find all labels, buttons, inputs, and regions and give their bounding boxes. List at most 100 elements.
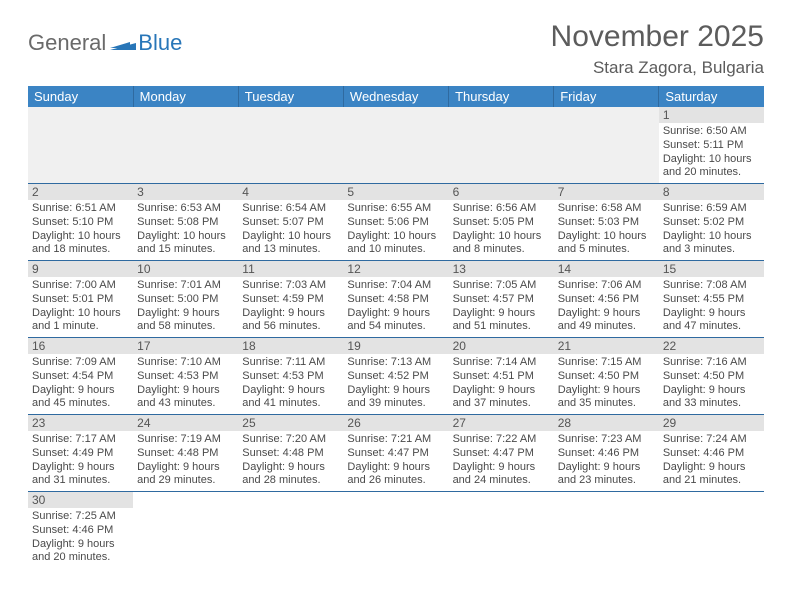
calendar-cell: 2Sunrise: 6:51 AMSunset: 5:10 PMDaylight…: [28, 184, 133, 261]
day-number: 24: [133, 415, 238, 431]
day-body: Sunrise: 7:13 AMSunset: 4:52 PMDaylight:…: [343, 354, 448, 414]
calendar-cell: [133, 107, 238, 184]
header: General Blue November 2025 Stara Zagora,…: [28, 20, 764, 78]
col-friday: Friday: [554, 86, 659, 107]
calendar-cell: 12Sunrise: 7:04 AMSunset: 4:58 PMDayligh…: [343, 261, 448, 338]
day-number: 5: [343, 184, 448, 200]
day-body: Sunrise: 6:51 AMSunset: 5:10 PMDaylight:…: [28, 200, 133, 260]
day-number: 1: [659, 107, 764, 123]
day-number: 14: [554, 261, 659, 277]
calendar-cell: [659, 492, 764, 569]
col-monday: Monday: [133, 86, 238, 107]
calendar-row: 23Sunrise: 7:17 AMSunset: 4:49 PMDayligh…: [28, 415, 764, 492]
day-body: Sunrise: 7:11 AMSunset: 4:53 PMDaylight:…: [238, 354, 343, 414]
day-body: Sunrise: 6:56 AMSunset: 5:05 PMDaylight:…: [449, 200, 554, 260]
calendar-cell: [343, 107, 448, 184]
calendar-cell: 22Sunrise: 7:16 AMSunset: 4:50 PMDayligh…: [659, 338, 764, 415]
calendar-cell: [554, 492, 659, 569]
calendar-cell: 29Sunrise: 7:24 AMSunset: 4:46 PMDayligh…: [659, 415, 764, 492]
day-number: 15: [659, 261, 764, 277]
calendar-cell: [554, 107, 659, 184]
day-body: Sunrise: 7:06 AMSunset: 4:56 PMDaylight:…: [554, 277, 659, 337]
calendar-cell: [28, 107, 133, 184]
day-body: Sunrise: 6:58 AMSunset: 5:03 PMDaylight:…: [554, 200, 659, 260]
day-body: Sunrise: 7:16 AMSunset: 4:50 PMDaylight:…: [659, 354, 764, 414]
calendar-cell: 21Sunrise: 7:15 AMSunset: 4:50 PMDayligh…: [554, 338, 659, 415]
calendar-cell: 3Sunrise: 6:53 AMSunset: 5:08 PMDaylight…: [133, 184, 238, 261]
day-number: 7: [554, 184, 659, 200]
day-body: Sunrise: 7:22 AMSunset: 4:47 PMDaylight:…: [449, 431, 554, 491]
page: General Blue November 2025 Stara Zagora,…: [0, 0, 792, 588]
calendar-cell: 19Sunrise: 7:13 AMSunset: 4:52 PMDayligh…: [343, 338, 448, 415]
day-number: 26: [343, 415, 448, 431]
day-body: Sunrise: 6:54 AMSunset: 5:07 PMDaylight:…: [238, 200, 343, 260]
calendar-cell: 25Sunrise: 7:20 AMSunset: 4:48 PMDayligh…: [238, 415, 343, 492]
title-block: November 2025 Stara Zagora, Bulgaria: [551, 20, 764, 78]
logo: General Blue: [28, 30, 182, 56]
day-body: Sunrise: 7:20 AMSunset: 4:48 PMDaylight:…: [238, 431, 343, 491]
day-number: 9: [28, 261, 133, 277]
calendar-cell: 24Sunrise: 7:19 AMSunset: 4:48 PMDayligh…: [133, 415, 238, 492]
calendar-cell: [449, 107, 554, 184]
calendar-cell: [238, 107, 343, 184]
day-number: 10: [133, 261, 238, 277]
day-number: 28: [554, 415, 659, 431]
day-body: Sunrise: 7:25 AMSunset: 4:46 PMDaylight:…: [28, 508, 133, 568]
calendar-row: 30Sunrise: 7:25 AMSunset: 4:46 PMDayligh…: [28, 492, 764, 569]
day-number: 2: [28, 184, 133, 200]
day-body: Sunrise: 6:55 AMSunset: 5:06 PMDaylight:…: [343, 200, 448, 260]
day-number: 17: [133, 338, 238, 354]
day-body: Sunrise: 6:59 AMSunset: 5:02 PMDaylight:…: [659, 200, 764, 260]
calendar-cell: 5Sunrise: 6:55 AMSunset: 5:06 PMDaylight…: [343, 184, 448, 261]
flag-icon: [110, 34, 136, 52]
day-body: Sunrise: 7:24 AMSunset: 4:46 PMDaylight:…: [659, 431, 764, 491]
day-number: 11: [238, 261, 343, 277]
logo-text-blue: Blue: [138, 30, 182, 56]
day-body: Sunrise: 6:50 AMSunset: 5:11 PMDaylight:…: [659, 123, 764, 183]
calendar-cell: 30Sunrise: 7:25 AMSunset: 4:46 PMDayligh…: [28, 492, 133, 569]
calendar-table: Sunday Monday Tuesday Wednesday Thursday…: [28, 86, 764, 568]
day-body: Sunrise: 7:19 AMSunset: 4:48 PMDaylight:…: [133, 431, 238, 491]
day-number: 29: [659, 415, 764, 431]
day-body: Sunrise: 7:14 AMSunset: 4:51 PMDaylight:…: [449, 354, 554, 414]
header-row: Sunday Monday Tuesday Wednesday Thursday…: [28, 86, 764, 107]
calendar-cell: 23Sunrise: 7:17 AMSunset: 4:49 PMDayligh…: [28, 415, 133, 492]
day-number: 22: [659, 338, 764, 354]
calendar-body: 1Sunrise: 6:50 AMSunset: 5:11 PMDaylight…: [28, 107, 764, 568]
day-body: Sunrise: 7:23 AMSunset: 4:46 PMDaylight:…: [554, 431, 659, 491]
day-number: 20: [449, 338, 554, 354]
calendar-cell: 15Sunrise: 7:08 AMSunset: 4:55 PMDayligh…: [659, 261, 764, 338]
day-number: 19: [343, 338, 448, 354]
day-number: 21: [554, 338, 659, 354]
day-number: 3: [133, 184, 238, 200]
day-body: Sunrise: 7:08 AMSunset: 4:55 PMDaylight:…: [659, 277, 764, 337]
col-tuesday: Tuesday: [238, 86, 343, 107]
calendar-cell: 26Sunrise: 7:21 AMSunset: 4:47 PMDayligh…: [343, 415, 448, 492]
day-body: Sunrise: 7:03 AMSunset: 4:59 PMDaylight:…: [238, 277, 343, 337]
day-number: 27: [449, 415, 554, 431]
location: Stara Zagora, Bulgaria: [551, 58, 764, 78]
calendar-cell: 27Sunrise: 7:22 AMSunset: 4:47 PMDayligh…: [449, 415, 554, 492]
calendar-row: 16Sunrise: 7:09 AMSunset: 4:54 PMDayligh…: [28, 338, 764, 415]
calendar-cell: 4Sunrise: 6:54 AMSunset: 5:07 PMDaylight…: [238, 184, 343, 261]
calendar-cell: 28Sunrise: 7:23 AMSunset: 4:46 PMDayligh…: [554, 415, 659, 492]
day-body: Sunrise: 7:00 AMSunset: 5:01 PMDaylight:…: [28, 277, 133, 337]
day-body: Sunrise: 7:09 AMSunset: 4:54 PMDaylight:…: [28, 354, 133, 414]
logo-text-gray: General: [28, 30, 106, 56]
col-wednesday: Wednesday: [343, 86, 448, 107]
calendar-cell: 14Sunrise: 7:06 AMSunset: 4:56 PMDayligh…: [554, 261, 659, 338]
day-number: 8: [659, 184, 764, 200]
day-body: Sunrise: 7:15 AMSunset: 4:50 PMDaylight:…: [554, 354, 659, 414]
col-thursday: Thursday: [449, 86, 554, 107]
calendar-cell: 13Sunrise: 7:05 AMSunset: 4:57 PMDayligh…: [449, 261, 554, 338]
day-number: 6: [449, 184, 554, 200]
calendar-row: 9Sunrise: 7:00 AMSunset: 5:01 PMDaylight…: [28, 261, 764, 338]
calendar-cell: 10Sunrise: 7:01 AMSunset: 5:00 PMDayligh…: [133, 261, 238, 338]
calendar-row: 1Sunrise: 6:50 AMSunset: 5:11 PMDaylight…: [28, 107, 764, 184]
day-body: Sunrise: 7:17 AMSunset: 4:49 PMDaylight:…: [28, 431, 133, 491]
month-title: November 2025: [551, 20, 764, 54]
calendar-cell: 11Sunrise: 7:03 AMSunset: 4:59 PMDayligh…: [238, 261, 343, 338]
calendar-cell: [343, 492, 448, 569]
day-body: Sunrise: 7:21 AMSunset: 4:47 PMDaylight:…: [343, 431, 448, 491]
calendar-cell: 9Sunrise: 7:00 AMSunset: 5:01 PMDaylight…: [28, 261, 133, 338]
